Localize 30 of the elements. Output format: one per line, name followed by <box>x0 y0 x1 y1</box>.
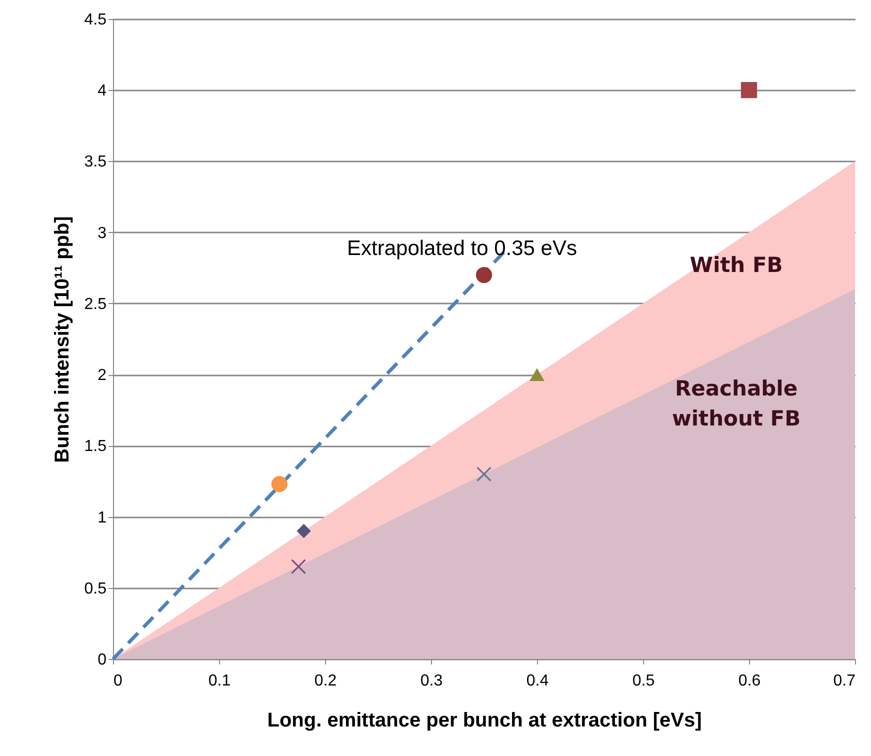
y-tick-label: 2.5 <box>84 296 107 313</box>
x-tick-label: 0.5 <box>632 672 655 690</box>
point <box>476 266 492 284</box>
annotation: Extrapolated to 0.35 eVs <box>347 237 577 260</box>
x-axis-title: Long. emittance per bunch at extraction [eVs] <box>267 710 702 732</box>
y-tick-label: 0.5 <box>84 580 107 598</box>
y-tick-label: 1 <box>98 509 107 526</box>
y-tick-label: 4 <box>98 82 107 100</box>
y-tick-label: 0 <box>98 652 107 668</box>
point <box>296 524 311 538</box>
x-tick-label: 0.3 <box>420 672 443 690</box>
point <box>530 368 544 381</box>
y-tick-label: 1.5 <box>84 438 107 456</box>
point <box>290 559 306 574</box>
y-tick-label: 2 <box>98 367 107 384</box>
x-tick-label: 0.7 <box>833 672 856 690</box>
series-label: With FB <box>690 252 783 277</box>
x-tick-label: 0 <box>114 672 122 690</box>
y-tick-label: 3.5 <box>84 154 107 171</box>
x-tick-label: 0.6 <box>738 672 761 690</box>
x-tick-label: 0.4 <box>526 672 549 690</box>
series-label: Reachable without FB <box>672 376 801 430</box>
point <box>271 476 288 492</box>
y-tick-label: 4.5 <box>84 12 107 28</box>
x-tick-label: 0.2 <box>314 672 337 690</box>
y-axis-title: Bunch intensity [10¹¹ ppb] <box>51 216 74 463</box>
x-tick-label: 0.1 <box>208 672 231 690</box>
point <box>740 82 758 98</box>
y-tick-label: 3 <box>98 224 107 242</box>
point <box>476 466 492 482</box>
